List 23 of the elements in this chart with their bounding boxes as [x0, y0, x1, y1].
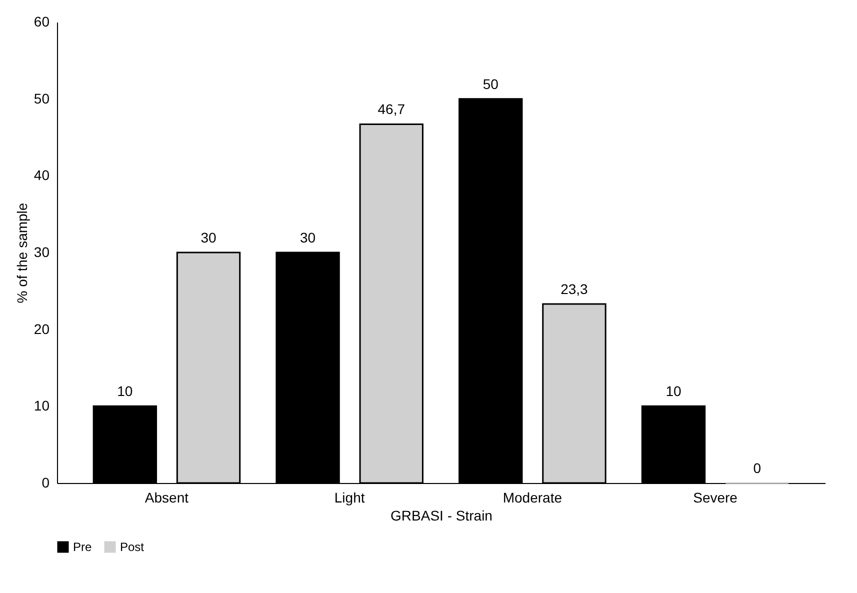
- y-tick-label: 30: [34, 244, 50, 260]
- data-label: 30: [300, 230, 316, 246]
- y-tick-label: 0: [42, 474, 50, 490]
- data-label: 10: [117, 383, 133, 400]
- y-tick-label: 40: [34, 167, 50, 184]
- y-tick-label: 10: [34, 398, 50, 414]
- y-tick-label: 20: [34, 320, 50, 337]
- data-label: 10: [666, 383, 682, 400]
- x-tick-label: Light: [334, 490, 365, 506]
- legend-label: Pre: [73, 540, 92, 554]
- data-label: 30: [200, 230, 217, 246]
- y-tick-label: 50: [34, 90, 50, 106]
- x-axis-title: GRBASI - Strain: [390, 508, 492, 524]
- x-tick-label: Severe: [693, 490, 738, 506]
- y-tick-label: 60: [34, 14, 50, 30]
- legend-label: Post: [120, 540, 145, 554]
- data-label: 0: [753, 460, 762, 476]
- data-label: 23,3: [560, 280, 588, 297]
- y-axis-title: % of the sample: [14, 202, 30, 304]
- x-tick-label: Moderate: [502, 490, 562, 506]
- data-label: 46,7: [378, 101, 406, 118]
- data-label: 50: [482, 76, 499, 92]
- x-tick-label: Absent: [144, 490, 189, 506]
